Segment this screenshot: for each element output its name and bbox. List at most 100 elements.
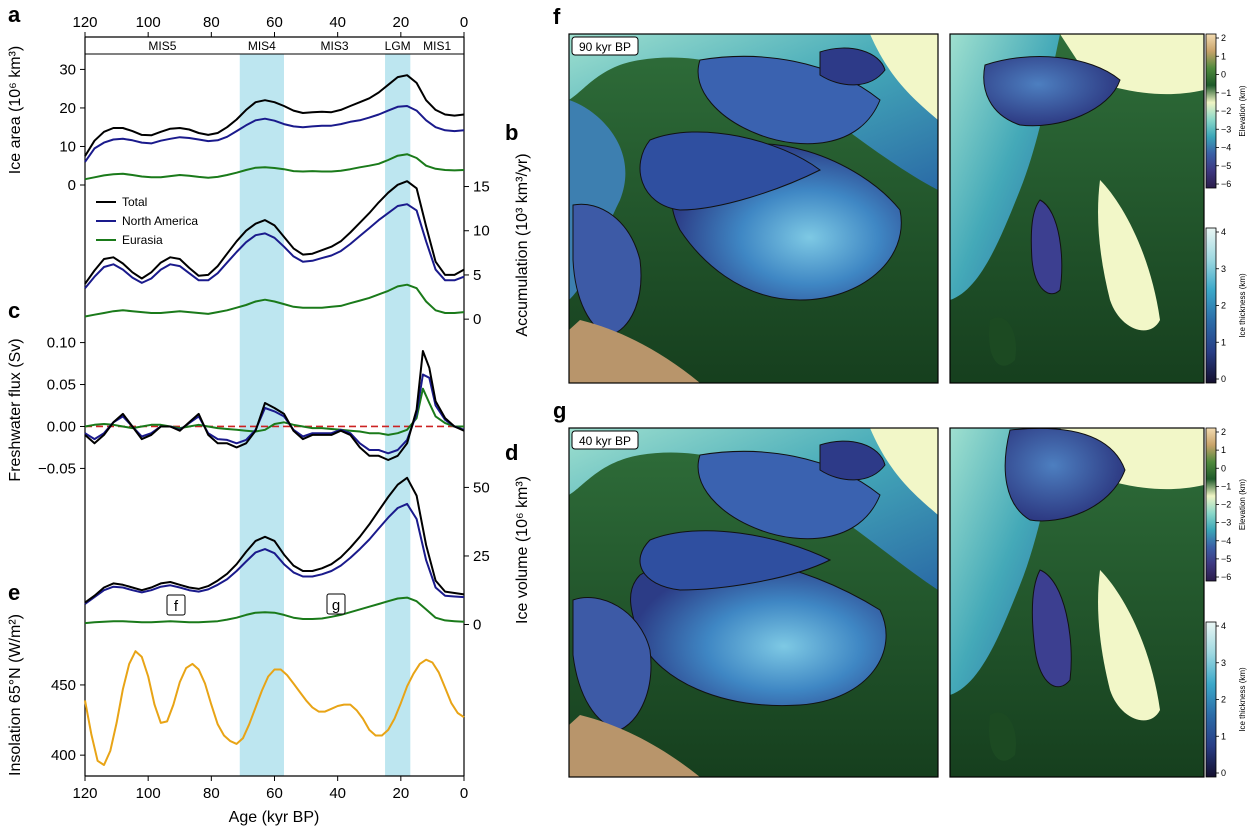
- panel-letter-c: c: [8, 298, 20, 323]
- bottom-tick-label: 100: [136, 785, 161, 802]
- ylabel-a: Ice area (10⁶ km³): [7, 46, 24, 174]
- stage-label-mis4: MIS4: [248, 39, 276, 53]
- bottom-tick-label: 0: [460, 785, 468, 802]
- series-e-insolation: [84, 650, 465, 766]
- stage-label-mis3: MIS3: [321, 39, 349, 53]
- thickness-colorbar-f-tick-label: 0: [1221, 374, 1226, 384]
- elevation-colorbar-g-label: Elevation (km): [1238, 479, 1247, 530]
- thickness-colorbar-g-label: Ice thickness (km): [1238, 667, 1247, 732]
- bottom-tick-label: 60: [266, 785, 283, 802]
- series-lines: [84, 74, 465, 766]
- elevation-colorbar-f-tick-label: −1: [1221, 88, 1231, 98]
- marker-g: g: [326, 593, 346, 615]
- ytick-label-d: 25: [473, 548, 490, 565]
- ytick-label-b: 10: [473, 223, 490, 240]
- elevation-colorbar-g-tick-label: 1: [1221, 445, 1226, 455]
- map-g-eurasia: [949, 427, 1205, 778]
- elevation-colorbar-f-tick-label: −2: [1221, 106, 1231, 116]
- ytick-label-a: 20: [59, 100, 76, 117]
- ytick-label-b: 0: [473, 311, 481, 328]
- stage-label-mis5: MIS5: [148, 39, 176, 53]
- ylabel-e: Insolation 65°N (W/m²): [7, 614, 24, 776]
- ytick-label-b: 5: [473, 267, 481, 284]
- ytick-label-c: 0.05: [47, 377, 76, 394]
- ytick-label-e: 400: [51, 747, 76, 764]
- legend-label-eurasia: Eurasia: [122, 233, 163, 247]
- thickness-colorbar-f-tick-label: 4: [1221, 227, 1226, 237]
- thickness-colorbar-f-tick-label: 1: [1221, 337, 1226, 347]
- bottom-tick-label: 120: [72, 785, 97, 802]
- top-tick-label: 60: [266, 14, 283, 31]
- elevation-colorbar-f-tick-label: −6: [1221, 179, 1231, 189]
- top-tick-label: 80: [203, 14, 220, 31]
- stage-label-mis1: MIS1: [423, 39, 451, 53]
- thickness-colorbar-g-tick-label: 4: [1221, 621, 1226, 631]
- elevation-colorbar-f-tick-label: 1: [1221, 51, 1226, 61]
- ylabel-d: Ice volume (10⁶ km³): [514, 476, 531, 624]
- top-tick-label: 100: [136, 14, 161, 31]
- series-b-eurasia: [84, 283, 465, 318]
- legend-label-total: Total: [122, 195, 147, 209]
- panel-letter-a: a: [8, 2, 21, 27]
- series-d-eurasia: [84, 596, 465, 625]
- series-a-eurasia: [84, 153, 465, 181]
- ytick-label-c: −0.05: [38, 460, 76, 477]
- panel-letter-d: d: [505, 440, 518, 465]
- marker-f-label: f: [174, 598, 179, 615]
- ytick-label-c: 0.10: [47, 335, 76, 352]
- ylabel-c: Freshwater flux (Sv): [7, 338, 24, 481]
- ytick-label-d: 50: [473, 479, 490, 496]
- colorbars: 2 1 0 −1 −2 −3 −4 −5 −6 Elevation (km) 4 3 2 1 0 Ice th…: [1205, 33, 1247, 778]
- map-f-label: 90 kyr BP: [579, 40, 631, 54]
- series-c-eurasia: [84, 387, 464, 436]
- ytick-label-b: 15: [473, 179, 490, 196]
- bottom-tick-label: 20: [392, 785, 409, 802]
- marker-g-label: g: [332, 597, 340, 614]
- marker-f: f: [166, 594, 186, 616]
- map-f-eurasia: [949, 33, 1205, 384]
- elevation-colorbar-g-tick-label: −1: [1221, 481, 1231, 491]
- series-d-total: [84, 476, 465, 604]
- bottom-tick-label: 80: [203, 785, 220, 802]
- elevation-colorbar-f-tick-label: 0: [1221, 70, 1226, 80]
- thickness-colorbar-g-tick-label: 2: [1221, 695, 1226, 705]
- map-g-north-america: 40 kyr BP: [568, 427, 939, 778]
- top-tick-label: 0: [460, 14, 468, 31]
- elevation-colorbar-g-tick-label: 0: [1221, 463, 1226, 473]
- elevation-colorbar-g-tick-label: −4: [1221, 536, 1231, 546]
- elevation-colorbar-g-tick-label: −3: [1221, 518, 1231, 528]
- elevation-colorbar-g: [1205, 427, 1217, 582]
- elevation-colorbar-f-tick-label: −4: [1221, 143, 1231, 153]
- top-tick-label: 120: [72, 14, 97, 31]
- x-axis-label: Age (kyr BP): [229, 809, 320, 826]
- series-a-north-america: [84, 105, 465, 163]
- top-tick-label: 20: [392, 14, 409, 31]
- panel-letter-e: e: [8, 580, 20, 605]
- series-a-total: [84, 74, 465, 157]
- thickness-colorbar-f-tick-label: 3: [1221, 264, 1226, 274]
- bottom-axis: 120 100 80 60 40 20 0: [72, 776, 468, 802]
- stage-label-lgm: LGM: [385, 39, 411, 53]
- legend: Total North America Eurasia: [96, 195, 198, 247]
- thickness-colorbar-f: [1205, 227, 1217, 384]
- thickness-colorbar-f-label: Ice thickness (km): [1238, 273, 1247, 338]
- top-tick-label: 40: [329, 14, 346, 31]
- top-axis: 120 100 80 60 40 20 0: [72, 14, 468, 37]
- elevation-colorbar-f-tick-label: −5: [1221, 161, 1231, 171]
- series-b-total: [84, 180, 465, 285]
- map-g-label: 40 kyr BP: [579, 434, 631, 448]
- ytick-label-a: 30: [59, 61, 76, 78]
- thickness-colorbar-g-tick-label: 1: [1221, 731, 1226, 741]
- panel-letter-g: g: [553, 398, 566, 423]
- elevation-colorbar-g-tick-label: 2: [1221, 427, 1226, 437]
- elevation-colorbar-g-tick-label: −5: [1221, 554, 1231, 564]
- series-d-north-america: [84, 502, 465, 605]
- bottom-tick-label: 40: [329, 785, 346, 802]
- elevation-colorbar-f-label: Elevation (km): [1238, 85, 1247, 136]
- ytick-label-c: 0.00: [47, 418, 76, 435]
- elevation-colorbar-f: [1205, 33, 1217, 189]
- series-c-total: [84, 350, 465, 461]
- thickness-colorbar-g-tick-label: 3: [1221, 658, 1226, 668]
